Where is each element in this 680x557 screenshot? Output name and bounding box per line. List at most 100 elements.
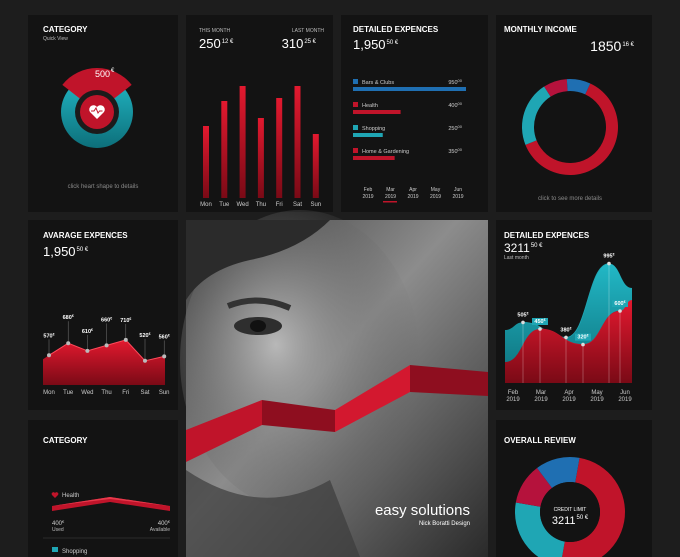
item-cents: 00 [458,147,463,152]
heart-icon [51,492,59,498]
value: 450 [534,319,543,325]
year-label: 2019 [362,194,373,200]
year-label: 2019 [430,194,441,200]
donut-segment [522,86,551,145]
bar [353,156,395,160]
bar [276,98,283,198]
amount-cents: 50 € [77,247,89,253]
item-name: Shopping [362,126,385,132]
label: CREDIT LIMIT [554,507,587,513]
year-label: 2019 [506,397,520,403]
month-label: Jun [620,390,630,396]
usage-band [52,497,170,511]
year-label: 2019 [590,397,604,403]
day-label: Sat [140,390,149,396]
bar [353,87,466,91]
value-label: 570€ [43,332,54,339]
available-label: Available [150,527,170,533]
point [85,348,90,353]
item-icon [353,79,358,84]
day-label: Tue [219,202,230,208]
amount-value: 3211 [504,241,530,255]
pupil [250,320,266,332]
beard [186,470,360,557]
item-cents: 00 [458,101,463,106]
year-label: 2019 [562,397,576,403]
amount-cents: 50 € [387,40,399,46]
unit: € [527,311,529,315]
item-value: 35000 [448,147,462,155]
amount: 321150 € [504,241,543,255]
day-label: Sat [293,202,302,208]
hint: click heart shape to details [68,184,139,190]
value: 505 [517,312,526,318]
donut-segment [544,79,568,97]
donut-segment [515,467,553,507]
point [618,309,622,313]
amount: 1,95050 € [353,37,399,52]
unit: € [110,316,112,320]
value: 995 [603,254,612,260]
item-amount: 350 [448,149,457,155]
month-label: Mar [386,187,395,193]
value: 600 [614,301,623,307]
value-label: 995€ [603,253,614,260]
amount-cents: 12 € [222,39,234,45]
value: 400 [52,521,63,527]
gauge-wedge [62,68,132,100]
hair [186,220,330,300]
hint: click to see more details [538,196,602,202]
amount: 1,95050 € [43,244,89,259]
value: 570 [43,333,52,339]
unit: € [62,519,65,524]
amount-cents: 50 € [576,515,588,521]
title: AVARAGE EXPENCES [43,231,128,240]
day-label: Sun [159,390,170,396]
point [104,343,109,348]
value-label: 560€ [159,333,170,340]
amount-value: 1,950 [353,37,386,52]
month-label: Jun [454,187,462,193]
headline: easy solutions [375,502,470,519]
unit: € [91,328,93,332]
bar [294,86,301,198]
unit: € [72,314,74,318]
amount-cents: 50 € [531,243,543,249]
day-label: Wed [81,390,93,396]
label: THIS MONTH [199,28,230,34]
title: MONTHLY INCOME [504,25,578,34]
title: DETAILED EXPENCES [504,231,590,240]
value: 660 [101,317,110,323]
item-value: 40000 [448,101,462,109]
value: 380 [560,327,569,333]
year-label: 2019 [407,194,418,200]
day-label: Fri [276,202,283,208]
item-value: 95000 [448,78,462,86]
item-cents: 00 [458,124,463,129]
month-label: Apr [409,187,417,193]
point [123,337,128,342]
title: CATEGORY [43,25,88,34]
point [538,327,542,331]
day-label: Wed [236,202,248,208]
donut-segment [537,457,580,488]
point [143,358,147,363]
item-icon [353,125,358,130]
value-label: 600€ [614,300,625,307]
month-label: May [591,390,602,396]
area-fill [43,339,165,385]
subtitle: Quick View [43,36,68,42]
bar [353,133,383,137]
amount-cents: € [111,68,115,74]
month-label: Feb [508,390,519,396]
month-label: Feb [364,187,373,193]
amount-cents: 16 € [622,42,634,48]
value-label: 520€ [139,332,150,339]
point [162,354,167,359]
value: 710 [120,318,129,324]
item-cents: 00 [458,78,463,83]
day-label: Thu [256,202,266,208]
amount: 321150 € [552,515,589,527]
point [521,320,525,325]
